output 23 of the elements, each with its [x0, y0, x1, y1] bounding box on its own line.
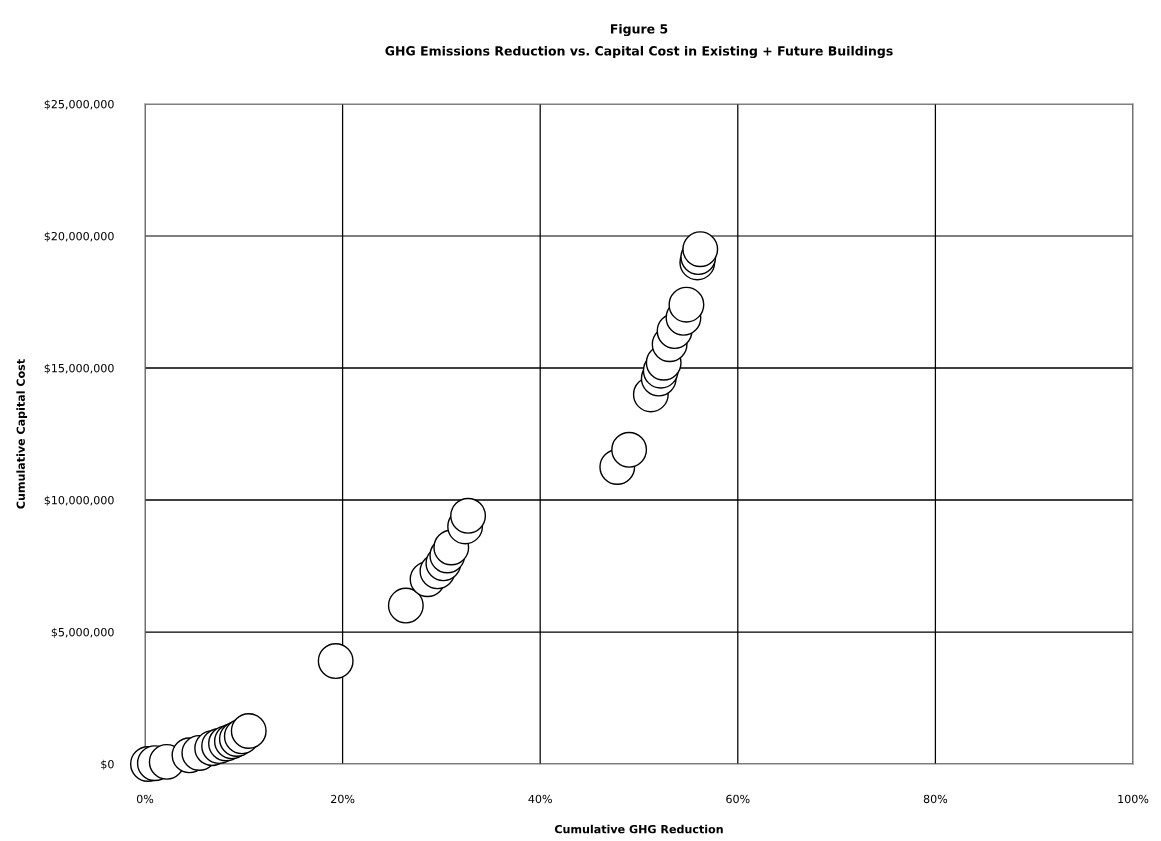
point [387, 587, 424, 624]
y-tick-label: $25,000,000 [44, 99, 114, 110]
x-tick-label: 100% [1118, 794, 1149, 804]
y-axis-title: Cumulative Capital Cost [16, 359, 28, 509]
point [668, 286, 705, 323]
chart-title: Figure 5 [610, 23, 668, 37]
point [450, 497, 487, 534]
chart-subtitle: GHG Emissions Reduction vs. Capital Cost in Existing + Future Buildings [385, 45, 893, 59]
x-tick-label: 20% [331, 794, 355, 804]
y-tick-label: $0 [101, 759, 114, 770]
x-tick-label: 80% [923, 794, 948, 804]
point [682, 231, 719, 268]
y-tick-label: $15,000,000 [44, 363, 114, 374]
x-tick-label: 60% [726, 794, 750, 804]
x-tick-label: 0% [136, 794, 154, 804]
x-tick-label: 40% [528, 794, 552, 804]
point [611, 431, 648, 468]
y-tick-label: $5,000,000 [51, 627, 114, 638]
x-axis-title: Cumulative GHG Reduction [554, 824, 723, 834]
y-tick-label: $10,000,000 [44, 495, 114, 506]
point [317, 643, 354, 680]
y-tick-label: $20,000,000 [44, 231, 114, 242]
point [230, 713, 267, 749]
